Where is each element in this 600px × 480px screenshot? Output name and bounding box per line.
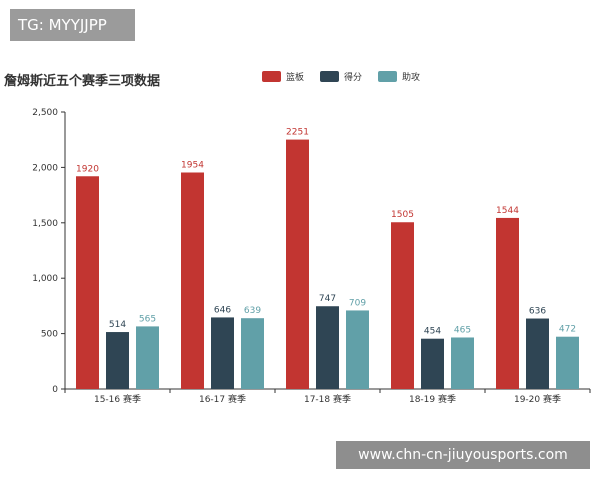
data-label: 646	[214, 305, 231, 315]
legend-item-rebounds[interactable]: 篮板	[262, 70, 304, 83]
data-label: 565	[139, 314, 156, 324]
data-label: 472	[559, 325, 576, 335]
bar	[391, 222, 414, 389]
tg-badge: TG: MYYJJPP	[10, 9, 135, 41]
legend-label-assists: 助攻	[402, 73, 421, 83]
bar	[556, 336, 579, 389]
y-tick-label: 1,000	[32, 274, 58, 284]
y-tick-label: 500	[41, 330, 58, 340]
legend-item-points[interactable]: 得分	[320, 70, 362, 83]
data-label: 709	[349, 298, 366, 308]
y-tick-label: 1,500	[32, 219, 58, 229]
data-label: 1954	[181, 160, 204, 170]
bar	[526, 318, 549, 389]
bar	[286, 139, 309, 389]
site-watermark: www.chn-cn-jiuyousports.com	[336, 441, 590, 469]
bar	[211, 317, 234, 389]
x-tick-label: 18-19 赛季	[409, 393, 456, 405]
bar	[76, 176, 99, 389]
bar	[136, 326, 159, 389]
legend-item-assists[interactable]: 助攻	[378, 70, 420, 83]
y-tick-label: 2,500	[32, 108, 58, 118]
data-label: 636	[529, 307, 546, 317]
legend-label-rebounds: 篮板	[286, 73, 305, 83]
legend-swatch-rebounds	[262, 71, 281, 82]
bar	[451, 337, 474, 389]
chart-title: 詹姆斯近五个赛季三项数据	[4, 74, 161, 89]
bar	[106, 332, 129, 389]
y-tick-label: 2,000	[32, 163, 58, 173]
bar	[421, 338, 444, 389]
legend: 篮板 得分 助攻	[262, 70, 420, 83]
bar	[346, 310, 369, 389]
data-label: 1505	[391, 210, 414, 220]
data-label: 514	[109, 320, 126, 330]
bar	[181, 172, 204, 389]
data-label: 639	[244, 306, 261, 316]
bar	[496, 217, 519, 389]
data-label: 1544	[496, 206, 519, 216]
legend-swatch-points	[320, 71, 340, 82]
legend-swatch-assists	[378, 71, 398, 82]
data-label: 454	[424, 327, 441, 337]
data-label: 465	[454, 325, 471, 335]
bar	[241, 318, 264, 389]
x-tick-label: 17-18 赛季	[304, 393, 351, 405]
x-tick-label: 19-20 赛季	[514, 393, 561, 405]
y-tick-label: 0	[52, 385, 58, 395]
x-tick-label: 16-17 赛季	[199, 393, 246, 405]
bar	[316, 306, 339, 389]
data-label: 2251	[286, 128, 309, 138]
legend-label-points: 得分	[344, 73, 363, 83]
data-label: 1920	[76, 164, 99, 174]
data-label: 747	[319, 294, 336, 304]
x-tick-label: 15-16 赛季	[94, 393, 141, 405]
